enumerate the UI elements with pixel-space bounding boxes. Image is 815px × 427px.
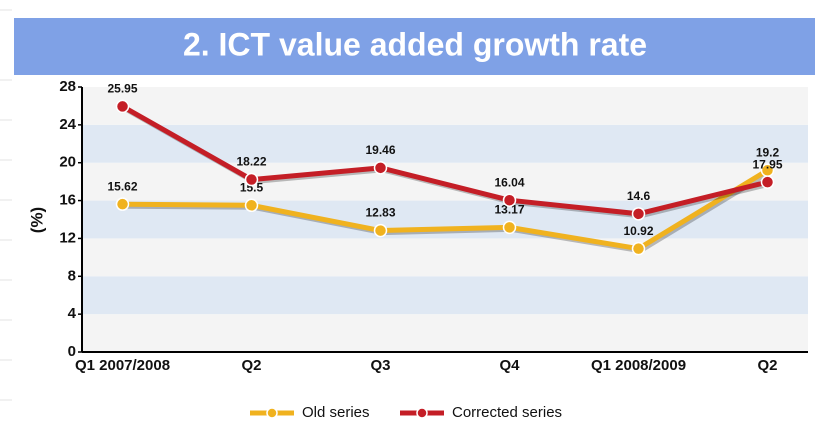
y-tick-label: 20 [59, 154, 76, 171]
x-tick-label: Q1 2007/2008 [75, 357, 170, 374]
point [244, 198, 259, 213]
chart-title: 2. ICT value added growth rate [183, 26, 647, 62]
y-tick-label: 24 [59, 116, 76, 133]
point [115, 197, 130, 211]
x-tick-label: Q2 [241, 357, 261, 374]
point [631, 207, 646, 221]
y-tick-label: 16 [59, 192, 76, 209]
series-line [122, 168, 769, 252]
x-tick-label: Q4 [499, 357, 520, 374]
y-tick-label: 28 [59, 78, 76, 95]
point [244, 172, 259, 187]
series-line [121, 104, 769, 217]
title-banner [14, 18, 815, 75]
point [373, 223, 388, 238]
data-label: 19.46 [365, 143, 395, 157]
point [502, 220, 517, 235]
point [760, 175, 775, 189]
slide-lines [0, 9, 12, 401]
point [502, 193, 517, 207]
grid-band [82, 314, 808, 352]
data-label: 13.17 [494, 203, 524, 217]
grid-band [82, 87, 808, 125]
data-label: 19.2 [756, 145, 780, 159]
x-tick-label: Q1 2008/2009 [591, 357, 686, 374]
legend-marker [416, 407, 428, 419]
data-label: 12.83 [365, 206, 395, 220]
legend-label: Old series [302, 404, 370, 421]
y-tick-label: 4 [68, 305, 77, 322]
grid-band [82, 238, 808, 277]
point [115, 99, 130, 114]
legend-marker [266, 407, 278, 419]
grid-band [82, 124, 808, 163]
x-tick-label: Q3 [370, 357, 390, 374]
data-label: 15.62 [107, 179, 137, 193]
grid-band [82, 276, 808, 315]
point [373, 161, 388, 175]
y-tick-label: 0 [68, 343, 76, 360]
y-tick-label: 12 [59, 229, 76, 246]
data-label: 18.22 [236, 155, 266, 169]
data-label: 16.04 [494, 175, 524, 189]
data-label: 10.92 [623, 224, 653, 238]
data-label: 25.95 [107, 82, 137, 96]
y-axis-label: (%) [27, 207, 46, 233]
y-tick-label: 8 [68, 267, 76, 284]
legend-label: Corrected series [452, 404, 562, 421]
data-label: 15.5 [240, 180, 264, 194]
point [631, 241, 646, 256]
x-tick-label: Q2 [757, 357, 777, 374]
data-label: 17.95 [752, 157, 782, 171]
data-label: 14.6 [627, 189, 651, 203]
